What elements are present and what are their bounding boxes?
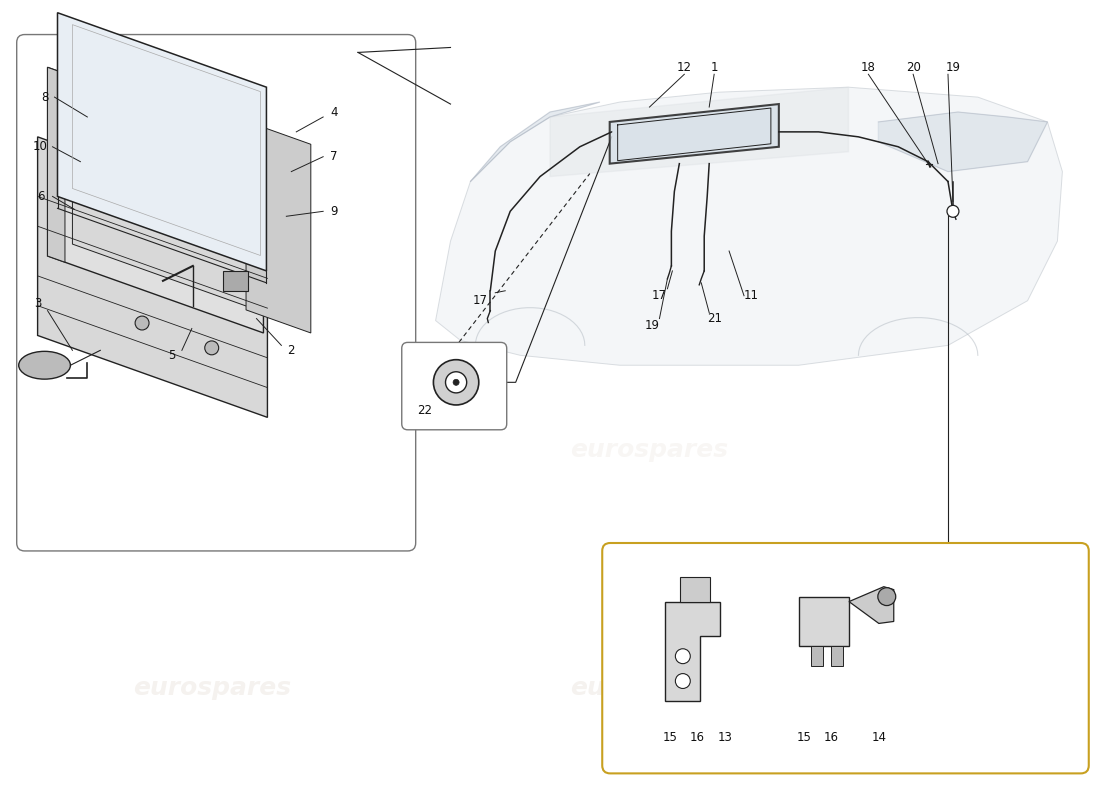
Circle shape xyxy=(947,206,959,218)
Text: 15: 15 xyxy=(662,731,678,744)
Polygon shape xyxy=(37,137,267,418)
Polygon shape xyxy=(436,87,1063,366)
Polygon shape xyxy=(57,13,266,271)
Text: 1: 1 xyxy=(711,61,718,74)
Circle shape xyxy=(675,674,691,689)
Text: eurospares: eurospares xyxy=(571,438,728,462)
Text: eurospares: eurospares xyxy=(133,438,290,462)
FancyBboxPatch shape xyxy=(16,34,416,551)
Polygon shape xyxy=(550,87,848,177)
Polygon shape xyxy=(222,271,248,290)
Text: 15: 15 xyxy=(796,731,812,744)
Text: 19: 19 xyxy=(645,319,660,332)
Circle shape xyxy=(446,372,466,393)
Text: eurospares: eurospares xyxy=(133,676,290,700)
Text: 9: 9 xyxy=(330,205,338,218)
Polygon shape xyxy=(73,83,253,309)
Ellipse shape xyxy=(19,351,70,379)
Polygon shape xyxy=(471,102,600,182)
Circle shape xyxy=(453,379,459,386)
Circle shape xyxy=(675,649,691,664)
Text: 16: 16 xyxy=(824,731,838,744)
Circle shape xyxy=(878,588,895,606)
Text: 7: 7 xyxy=(330,150,338,163)
Text: 14: 14 xyxy=(871,731,887,744)
Polygon shape xyxy=(832,646,843,666)
Text: 6: 6 xyxy=(36,190,44,203)
Text: 10: 10 xyxy=(33,140,48,154)
Polygon shape xyxy=(849,586,894,623)
Text: 2: 2 xyxy=(287,344,295,357)
Circle shape xyxy=(135,316,149,330)
Polygon shape xyxy=(680,577,710,602)
Text: 5: 5 xyxy=(168,349,176,362)
Text: 19: 19 xyxy=(946,61,960,74)
Text: eurospares: eurospares xyxy=(571,676,728,700)
Circle shape xyxy=(433,360,478,405)
Text: 17: 17 xyxy=(652,290,667,302)
Text: 21: 21 xyxy=(706,312,722,325)
FancyBboxPatch shape xyxy=(602,543,1089,774)
Text: 16: 16 xyxy=(690,731,704,744)
Polygon shape xyxy=(811,646,823,666)
Polygon shape xyxy=(664,602,719,701)
Text: 4: 4 xyxy=(330,106,338,118)
Polygon shape xyxy=(800,597,849,646)
Circle shape xyxy=(205,341,219,355)
Text: 18: 18 xyxy=(861,61,876,74)
Text: 8: 8 xyxy=(41,90,48,104)
Polygon shape xyxy=(878,112,1047,171)
Text: 20: 20 xyxy=(905,61,921,74)
Text: 12: 12 xyxy=(676,61,692,74)
Text: 17: 17 xyxy=(473,294,488,307)
Text: 22: 22 xyxy=(417,404,432,417)
Text: 11: 11 xyxy=(744,290,759,302)
Polygon shape xyxy=(246,121,311,333)
Polygon shape xyxy=(47,67,65,262)
Text: 13: 13 xyxy=(717,731,733,744)
FancyBboxPatch shape xyxy=(402,342,507,430)
Polygon shape xyxy=(609,104,779,164)
Polygon shape xyxy=(47,67,264,333)
Text: 3: 3 xyxy=(34,297,42,310)
